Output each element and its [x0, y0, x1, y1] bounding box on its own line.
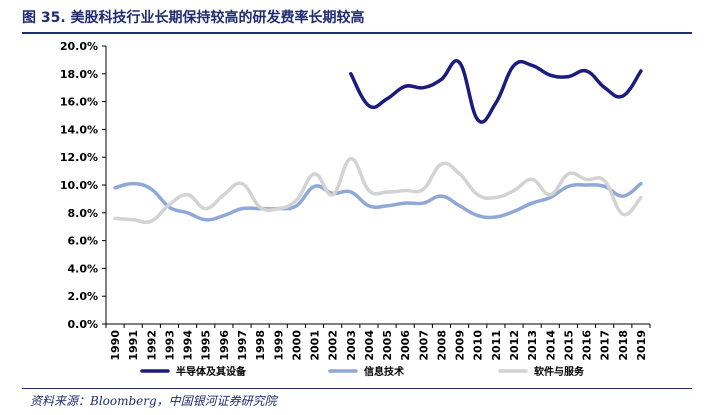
x-tick-label: 2002 [327, 330, 340, 361]
x-tick-label: 2000 [290, 330, 303, 361]
y-tick-label: 4.0% [67, 262, 98, 275]
x-tick-label: 2017 [599, 330, 612, 361]
x-tick-label: 2011 [490, 330, 503, 361]
series-line-0 [349, 59, 643, 124]
x-tick-label: 2006 [399, 330, 412, 361]
x-tick-label: 1992 [145, 330, 158, 361]
x-tick-label: 1997 [236, 330, 249, 361]
x-tick-label: 1999 [272, 330, 285, 361]
x-tick-label: 2018 [617, 330, 630, 361]
x-tick-label: 2008 [435, 330, 448, 361]
chart-series [113, 59, 643, 225]
x-tick-label: 2016 [581, 330, 594, 361]
legend-label-1: 信息技术 [364, 365, 404, 378]
x-tick-label: 2012 [508, 330, 521, 361]
chart-title: 图 35. 美股科技行业长期保持较高的研发费率长期较高 [22, 10, 365, 26]
x-tick-label: 2005 [381, 330, 394, 361]
x-tick-label: 2003 [345, 330, 358, 361]
x-tick-label: 2010 [472, 330, 485, 361]
title-rule [22, 32, 692, 34]
y-tick-label: 16.0% [60, 96, 98, 109]
legend-label-0: 半导体及其设备 [176, 365, 247, 378]
series-line-1 [113, 181, 643, 222]
y-tick-label: 20.0% [60, 40, 98, 53]
x-tick-label: 1995 [200, 330, 213, 361]
x-tick-label: 1998 [254, 330, 267, 361]
source-rule [22, 388, 692, 389]
y-tick-label: 2.0% [67, 290, 98, 303]
chart-axes: 0.0% 2.0% 4.0% 6.0% 8.0% 10.0% 12.0% 14.0% 16.0%… [60, 40, 651, 361]
y-tick-label: 8.0% [67, 207, 98, 220]
x-tick-label: 2019 [635, 330, 648, 361]
source-note: 资料来源：Bloomberg，中国银河证券研究院 [30, 394, 277, 408]
x-tick-label: 2004 [363, 330, 376, 361]
x-tick-label: 2015 [562, 330, 575, 361]
legend-label-2: 软件与服务 [534, 365, 585, 378]
x-tick-label: 1990 [109, 330, 122, 361]
y-tick-label: 12.0% [60, 151, 98, 164]
x-tick-label: 2014 [544, 330, 557, 361]
y-tick-label: 14.0% [60, 123, 98, 136]
x-tick-label: 2013 [526, 330, 539, 361]
x-tick-label: 1994 [182, 330, 195, 361]
y-tick-label: 0.0% [67, 318, 98, 331]
x-tick-label: 2001 [309, 330, 322, 361]
series-line-2 [113, 156, 643, 225]
y-tick-label: 6.0% [67, 235, 98, 248]
chart-legend: 半导体及其设备 信息技术 软件与服务 [140, 365, 585, 378]
x-tick-label: 1991 [127, 330, 140, 361]
x-tick-label: 2009 [454, 330, 467, 361]
y-tick-label: 18.0% [60, 68, 98, 81]
x-tick-label: 1996 [218, 330, 231, 361]
y-tick-label: 10.0% [60, 179, 98, 192]
x-tick-label: 2007 [417, 330, 430, 361]
x-tick-label: 1993 [163, 330, 176, 361]
